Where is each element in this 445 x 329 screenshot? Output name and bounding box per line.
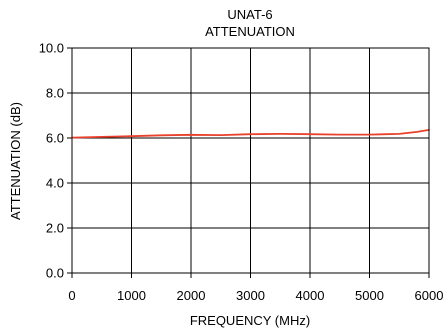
y-axis-label: ATTENUATION (dB) xyxy=(8,102,23,220)
x-tick-label: 2000 xyxy=(177,288,206,303)
x-tick-label: 3000 xyxy=(236,288,265,303)
x-tick-label: 5000 xyxy=(355,288,384,303)
series-line xyxy=(71,128,430,139)
chart-subtitle: ATTENUATION xyxy=(205,24,295,39)
y-tick-label: 6.0 xyxy=(46,131,64,146)
chart-title: UNAT-6 xyxy=(227,7,272,22)
plot-area-frame xyxy=(71,47,430,274)
series-layer xyxy=(71,128,430,139)
y-tick-label: 0.0 xyxy=(46,266,64,281)
x-tick-label: 0 xyxy=(68,288,75,303)
x-tick-label: 1000 xyxy=(117,288,146,303)
y-tick-label: 10.0 xyxy=(39,41,64,56)
y-tick-label: 2.0 xyxy=(46,221,64,236)
x-tick-label: 6000 xyxy=(415,288,444,303)
x-tick-labels: 0 1000 2000 3000 4000 5000 6000 xyxy=(68,288,443,303)
x-tick-label: 4000 xyxy=(296,288,325,303)
y-tick-label: 8.0 xyxy=(46,86,64,101)
grid-lines xyxy=(67,47,430,278)
x-axis-label: FREQUENCY (MHz) xyxy=(190,313,310,328)
y-tick-labels: 0.0 2.0 4.0 6.0 8.0 10.0 xyxy=(39,41,64,281)
y-tick-label: 4.0 xyxy=(46,176,64,191)
